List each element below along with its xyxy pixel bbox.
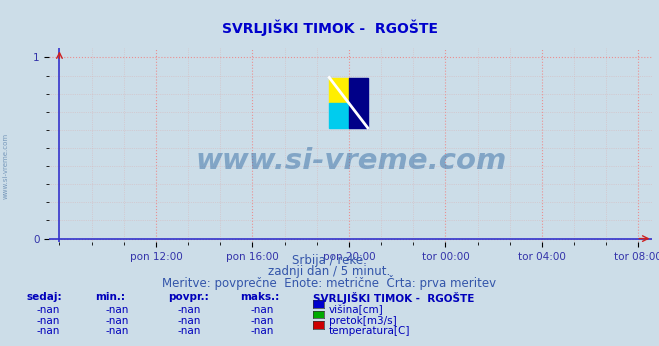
Text: -nan: -nan	[36, 326, 59, 336]
Text: -nan: -nan	[250, 316, 273, 326]
Text: SVRLJIŠKI TIMOK -  RGOŠTE: SVRLJIŠKI TIMOK - RGOŠTE	[313, 292, 474, 304]
Text: www.si-vreme.com: www.si-vreme.com	[2, 133, 9, 199]
Text: SVRLJIŠKI TIMOK -  RGOŠTE: SVRLJIŠKI TIMOK - RGOŠTE	[221, 19, 438, 36]
Bar	[330, 78, 349, 103]
Text: www.si-vreme.com: www.si-vreme.com	[195, 147, 507, 175]
Text: Meritve: povprečne  Enote: metrične  Črta: prva meritev: Meritve: povprečne Enote: metrične Črta:…	[162, 275, 497, 290]
Text: -nan: -nan	[178, 326, 201, 336]
Text: -nan: -nan	[250, 305, 273, 315]
Text: temperatura[C]: temperatura[C]	[329, 326, 411, 336]
Bar	[330, 103, 349, 128]
Text: maks.:: maks.:	[241, 292, 280, 302]
Text: povpr.:: povpr.:	[168, 292, 209, 302]
Bar	[349, 78, 368, 128]
Text: min.:: min.:	[96, 292, 126, 302]
Text: -nan: -nan	[36, 316, 59, 326]
Text: zadnji dan / 5 minut.: zadnji dan / 5 minut.	[268, 265, 391, 278]
Text: -nan: -nan	[178, 316, 201, 326]
Text: višina[cm]: višina[cm]	[329, 305, 384, 316]
Text: sedaj:: sedaj:	[26, 292, 62, 302]
Text: -nan: -nan	[36, 305, 59, 315]
Text: -nan: -nan	[178, 305, 201, 315]
Text: Srbija / reke.: Srbija / reke.	[292, 254, 367, 267]
Text: pretok[m3/s]: pretok[m3/s]	[329, 316, 397, 326]
Text: -nan: -nan	[105, 305, 129, 315]
Text: -nan: -nan	[105, 316, 129, 326]
Text: -nan: -nan	[250, 326, 273, 336]
Text: -nan: -nan	[105, 326, 129, 336]
